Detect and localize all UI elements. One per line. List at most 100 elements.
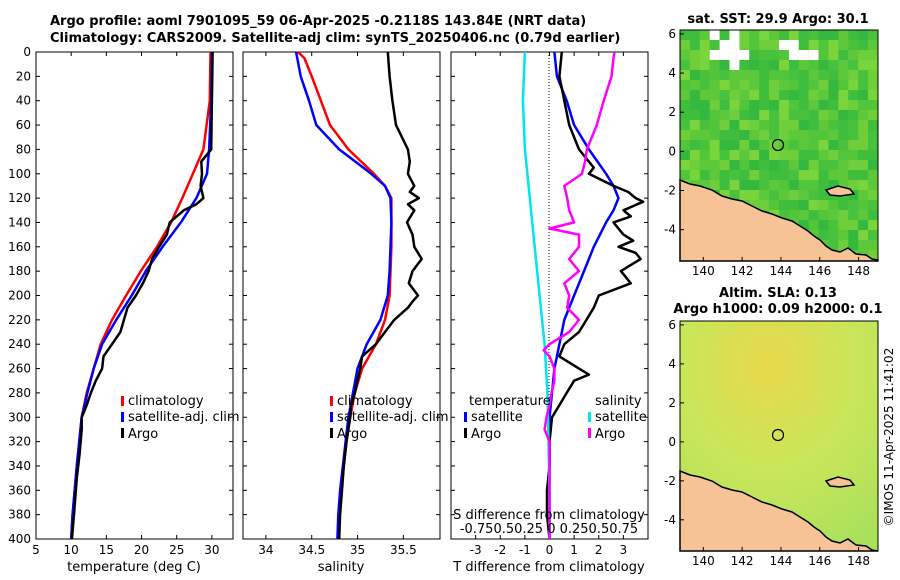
sst-cell [719, 140, 730, 150]
sst-cell [858, 190, 869, 200]
sst-cell [689, 100, 700, 110]
sst-cell [729, 170, 740, 180]
legend-t-argo: Argo [471, 427, 501, 442]
legend-t-satellite: satellite [471, 410, 523, 425]
sst-cell [739, 70, 750, 80]
sst-cell [818, 220, 829, 230]
sst-cell [818, 90, 829, 100]
x-tick-label: 3 [620, 543, 628, 557]
sst-cell [689, 70, 700, 80]
sst-cell [739, 190, 750, 200]
legend-climatology: climatology [128, 394, 204, 409]
sst-cell [769, 180, 780, 190]
lon-tick-label: 140 [692, 554, 715, 568]
sst-cell [719, 120, 730, 130]
depth-tick-label: 400 [8, 532, 31, 546]
sst-cell [769, 80, 780, 90]
lat-tick-label: -4 [664, 513, 676, 527]
sst-cell [808, 70, 819, 80]
sst-cell [828, 70, 839, 80]
sst-cell [680, 70, 690, 80]
sst-cell [699, 100, 710, 110]
land-mass [679, 178, 879, 262]
sst-cell [808, 40, 819, 50]
legend-s-satellite: satellite [595, 410, 647, 425]
sst-cell [759, 150, 770, 160]
sst-cell [739, 110, 750, 120]
sst-cell [680, 90, 690, 100]
sst-cell [788, 100, 799, 110]
depth-tick-label: 320 [8, 435, 31, 449]
sst-cell [868, 40, 879, 50]
sst-cell [680, 80, 690, 90]
sst-cell [709, 90, 720, 100]
sst-cell [848, 160, 859, 170]
lon-tick-label: 148 [847, 264, 870, 278]
depth-tick-label: 240 [8, 337, 31, 351]
sst-cell [749, 100, 760, 110]
land-mass [679, 469, 879, 552]
sst-cell [798, 100, 809, 110]
sst-cell [739, 90, 750, 100]
sst-cell [858, 200, 869, 210]
sst-cell [828, 50, 839, 60]
sst-cell [848, 30, 859, 40]
sst-cell [808, 30, 819, 40]
legend-swatch-satellite [330, 412, 333, 422]
sst-cell [868, 170, 879, 180]
sst-cell [769, 140, 780, 150]
temperature-xlabel: temperature (deg C) [67, 560, 201, 575]
sst-cell [818, 230, 829, 240]
lon-tick-label: 146 [808, 554, 831, 568]
sst-cell [769, 200, 780, 210]
sst-cell [788, 30, 799, 40]
sst-cell [788, 210, 799, 220]
sst-cell [808, 120, 819, 130]
sst-cell [689, 60, 700, 70]
sst-cell [788, 80, 799, 90]
sst-cell [699, 80, 710, 90]
sst-cell [709, 30, 720, 40]
sst-cell [848, 130, 859, 140]
lon-tick-label: 144 [769, 264, 792, 278]
depth-tick-label: 0 [23, 45, 31, 59]
sst-cell [798, 160, 809, 170]
sst-cell [828, 140, 839, 150]
sst-cell [838, 120, 849, 130]
sst-cell [779, 200, 789, 210]
difference-panel: -3 -2 -1 0 1 2 3 T difference from climatology… [450, 51, 649, 575]
sst-cell [858, 90, 869, 100]
legend-swatch-s-satellite [588, 412, 591, 422]
depth-tick-label: 160 [8, 240, 31, 254]
lon-tick-label: 142 [731, 264, 754, 278]
sst-cell [699, 120, 710, 130]
sst-cell [848, 190, 859, 200]
x-tick-label: 35 [350, 543, 365, 557]
sst-cell [709, 120, 720, 130]
x-tick-label: 30 [204, 543, 219, 557]
sst-cell [739, 30, 750, 40]
sst-cell [709, 130, 720, 140]
sst-cell [719, 180, 730, 190]
salinity-xlabel: salinity [318, 560, 365, 575]
sst-cell [689, 120, 700, 130]
sst-cell [838, 140, 849, 150]
depth-tick-label: 60 [16, 118, 31, 132]
sst-cell [788, 40, 799, 50]
sst-cell [798, 220, 809, 230]
sst-cell [699, 180, 710, 190]
x-tick-label: 2 [595, 543, 603, 557]
sst-cell [689, 30, 700, 40]
sst-cell [759, 120, 770, 130]
lat-tick-label: 6 [668, 27, 676, 41]
x-tick-label: 25 [169, 543, 184, 557]
sst-cell [699, 90, 710, 100]
depth-tick-label: 200 [8, 289, 31, 303]
sst-cell [759, 70, 770, 80]
sst-cell [779, 210, 789, 220]
sst-cell [868, 130, 879, 140]
sst-cell [759, 130, 770, 140]
sst-cell [858, 150, 869, 160]
sst-cell [729, 70, 740, 80]
sst-cell [868, 100, 879, 110]
